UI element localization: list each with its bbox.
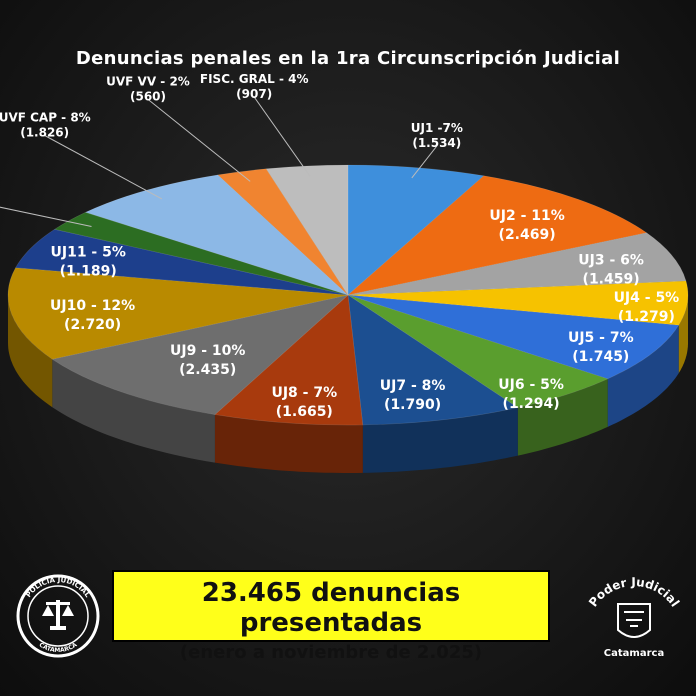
pie-slice-uj1 — [347, 164, 485, 296]
leader-line-uvf-vv — [147, 99, 251, 182]
slice-label: UJ9 - 10% — [170, 343, 245, 359]
slice-label: UJ8 - 7% — [271, 385, 337, 401]
slice-value-label: (1.189) — [60, 263, 117, 279]
pie-sides — [8, 295, 688, 473]
leader-line-uj12 — [0, 206, 92, 227]
pie-side-uj7 — [362, 407, 518, 473]
slice-value-label: (1.745) — [572, 349, 629, 365]
poder-judicial-logo-icon: Poder Judicial Catamarca — [586, 575, 682, 659]
pie-slice-uvf-vv — [217, 168, 349, 296]
svg-text:Catamarca: Catamarca — [604, 648, 664, 659]
pie-slice-fisc-gral — [265, 164, 349, 297]
slice-value-label: (1.294) — [503, 396, 560, 412]
pie-top — [7, 164, 689, 426]
slice-label: UJ3 - 6% — [578, 253, 644, 269]
slice-label: UJ11 - 5% — [51, 244, 126, 260]
slice-value-label: (2.469) — [499, 227, 556, 243]
slice-label: UVF CAP - 8% — [0, 111, 91, 125]
chart-title: Denuncias penales en la 1ra Circunscripc… — [75, 48, 621, 69]
slice-value-label: (1.459) — [583, 272, 640, 288]
pie-side-uj9 — [52, 359, 215, 463]
seal-text-top: POLICIA JUDICIAL — [24, 576, 91, 599]
slice-value-label: (2.435) — [179, 362, 236, 378]
pie-slice-uj2 — [346, 175, 648, 296]
pie-slice-uj10 — [7, 267, 349, 360]
slice-label: UJ1 -7% — [411, 121, 463, 135]
slice-label: UJ7 - 8% — [380, 378, 446, 394]
pie-slice-uj9 — [51, 294, 350, 415]
pie-slice-uj8 — [214, 294, 364, 426]
pie-side-uj10 — [8, 295, 53, 408]
pie-slice-uj12 — [53, 211, 349, 296]
pie-slice-uj3 — [347, 232, 687, 296]
pie-side-uj4 — [678, 295, 688, 374]
slice-label: FISC. GRAL - 4% — [200, 72, 309, 86]
slice-value-label: (1.534) — [412, 136, 461, 150]
pie-slice-uj6 — [347, 294, 609, 408]
pie-leaders — [0, 96, 438, 227]
pie-slice-uj7 — [347, 294, 519, 426]
pie-slice-uj4 — [347, 280, 689, 326]
slice-value-label: (1.665) — [276, 404, 333, 420]
slice-label: UJ2 - 11% — [489, 208, 564, 224]
slice-value-label: (1.790) — [384, 397, 441, 413]
slice-label: UJ4 - 5% — [614, 290, 680, 306]
slice-label: UVF VV - 2% — [106, 74, 190, 88]
slice-value-label: (1.279) — [618, 309, 675, 325]
pie-side-uj5 — [607, 325, 679, 427]
slice-value-label: (560) — [130, 89, 166, 103]
slice-label: UJ10 - 12% — [50, 298, 135, 314]
policia-judicial-seal-icon: POLICIA JUDICIAL CATAMARCA — [16, 574, 100, 658]
summary-box: 23.465 denuncias presentadas (enero a no… — [112, 570, 550, 663]
slice-label: UJ6 - 5% — [498, 377, 564, 393]
leader-line-fisc-gral — [253, 96, 311, 177]
pie-side-uj6 — [517, 378, 608, 456]
leader-line-uvf-cap — [44, 135, 163, 200]
summary-total: 23.465 denuncias presentadas — [201, 578, 461, 638]
pie-side-uj8 — [214, 414, 363, 473]
slice-label: UJ5 - 7% — [568, 330, 634, 346]
slice-value-label: (2.720) — [64, 317, 121, 333]
pie-slice-uj11 — [15, 228, 349, 296]
pie-labels: UJ1 -7%(1.534) UJ2 - 11% (2.469) UJ3 - 6% (1… — [0, 72, 679, 420]
leader-line-uj1 — [411, 145, 438, 179]
summary-period: (enero a noviembre de 2.025) — [179, 642, 483, 663]
pie-slice-uj5 — [347, 294, 680, 380]
slice-value-label: (1.826) — [20, 126, 69, 140]
slice-value-label: (907) — [236, 87, 272, 101]
